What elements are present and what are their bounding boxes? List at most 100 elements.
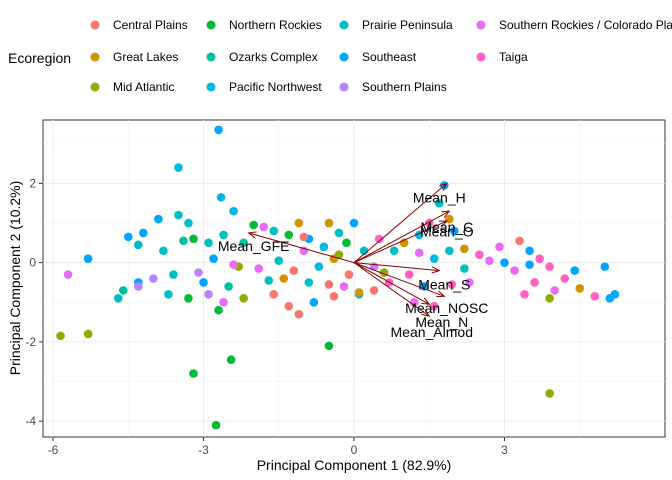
data-point: [164, 290, 173, 299]
data-point: [204, 238, 213, 248]
legend-item: Central Plains: [90, 18, 188, 32]
data-point: [249, 220, 258, 230]
data-point: [134, 240, 143, 250]
data-point: [83, 254, 93, 263]
data-point: [374, 234, 384, 244]
data-point: [294, 218, 304, 228]
data-point: [450, 226, 459, 236]
y-tick-label: -4: [25, 414, 36, 428]
legend-key-dot: [90, 82, 100, 92]
data-point: [118, 286, 128, 295]
data-point: [515, 236, 524, 246]
data-point: [339, 282, 349, 291]
data-point: [299, 232, 309, 242]
legend-item: Prairie Peninsula: [339, 18, 453, 32]
data-point: [575, 284, 585, 293]
data-point: [216, 192, 226, 202]
legend-key-dot: [206, 20, 216, 30]
data-point: [274, 256, 284, 265]
data-point: [189, 369, 198, 378]
vector-label: Mean_N: [415, 314, 468, 330]
data-point: [269, 226, 279, 236]
legend-key-dot: [90, 20, 100, 30]
data-point: [154, 214, 163, 224]
y-tick-label: -2: [25, 335, 36, 349]
vector-label: Mean_NOSC: [405, 300, 488, 316]
data-point: [334, 228, 344, 238]
data-point: [284, 301, 294, 311]
legend-label: Ozarks Complex: [229, 50, 318, 64]
data-point: [224, 282, 233, 291]
data-point: [429, 301, 439, 311]
data-point: [279, 274, 289, 283]
data-point: [475, 250, 484, 260]
data-point: [229, 260, 238, 269]
legend-item: Northern Rockies: [206, 18, 322, 32]
data-point: [545, 294, 554, 303]
data-point: [294, 309, 304, 319]
x-tick-label: 3: [501, 443, 508, 457]
data-point: [214, 125, 223, 135]
legend-item: Taiga: [476, 50, 528, 64]
y-tick-label: 0: [29, 256, 36, 270]
legend-key-dot: [476, 20, 486, 30]
data-point: [139, 228, 148, 238]
legend-key-dot: [206, 52, 216, 62]
legend-label: Southeast: [362, 50, 417, 64]
data-point: [520, 290, 529, 299]
data-point: [324, 218, 334, 228]
legend-item: Great Lakes: [90, 50, 178, 64]
loading-vector: [353, 210, 450, 264]
data-point: [264, 276, 274, 285]
data-point: [334, 250, 344, 260]
data-point: [219, 230, 228, 240]
data-point: [199, 278, 208, 287]
x-tick-label: -6: [48, 443, 59, 457]
data-point: [349, 218, 359, 228]
vector-arrowhead: [421, 297, 431, 305]
data-point: [525, 246, 534, 256]
vector-arrowhead: [421, 309, 431, 317]
data-point: [63, 270, 73, 279]
legend-item: Ozarks Complex: [206, 50, 318, 64]
vector-arrowhead: [247, 231, 257, 239]
legend-label: Northern Rockies: [229, 18, 322, 32]
data-point: [56, 331, 65, 341]
data-point: [209, 254, 218, 263]
data-point: [184, 218, 193, 228]
data-point: [359, 246, 369, 256]
data-point: [535, 254, 544, 263]
loading-vector: [353, 262, 430, 317]
data-point: [239, 238, 248, 248]
axis-ticks: -6 -3 0 3 -4 -2 0 2: [25, 176, 508, 457]
data-point: [169, 270, 178, 279]
data-point: [214, 305, 223, 315]
data-point: [414, 248, 424, 258]
data-point: [404, 270, 414, 279]
data-point: [226, 355, 236, 365]
data-point: [194, 268, 203, 277]
data-point: [149, 274, 158, 283]
data-point: [189, 234, 198, 244]
data-point: [465, 278, 474, 287]
legend-label: Prairie Peninsula: [362, 18, 453, 32]
data-point: [289, 266, 299, 275]
legend-item: Mid Atlantic: [90, 80, 174, 94]
data-point: [445, 246, 454, 256]
data-point: [174, 210, 183, 220]
data-point: [545, 389, 554, 398]
vector-label: Mean_GFE: [218, 238, 290, 254]
loading-vector: [353, 262, 445, 297]
data-point: [113, 294, 123, 303]
legend-title: Ecoregion: [8, 50, 71, 66]
data-point: [219, 297, 228, 307]
y-tick-label: 2: [29, 176, 36, 190]
vector-arrowhead: [439, 182, 448, 191]
data-point: [570, 266, 580, 275]
data-point: [309, 297, 319, 307]
data-point: [123, 232, 133, 242]
legend-key-dot: [339, 82, 349, 92]
vector-label: Mean_C: [420, 219, 473, 235]
